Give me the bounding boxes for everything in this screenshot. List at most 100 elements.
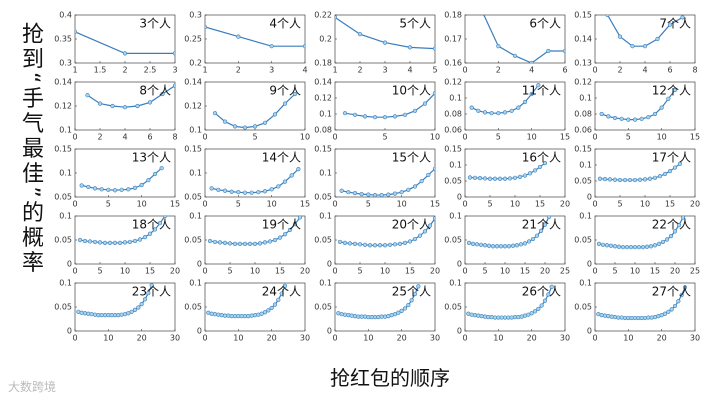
point bbox=[546, 216, 552, 220]
point bbox=[542, 222, 548, 227]
point bbox=[607, 177, 613, 182]
point bbox=[676, 223, 682, 228]
y-tick-label: 0.1 bbox=[449, 94, 462, 103]
x-tick-label: 4 bbox=[642, 66, 647, 75]
point bbox=[237, 241, 243, 246]
plot-frame bbox=[334, 81, 436, 131]
x-tick-label: 30 bbox=[560, 334, 570, 343]
point bbox=[262, 310, 268, 315]
point bbox=[252, 313, 258, 318]
point bbox=[466, 240, 472, 245]
x-tick-label: 0 bbox=[202, 200, 207, 209]
point bbox=[412, 291, 418, 297]
point bbox=[236, 34, 241, 39]
point bbox=[427, 223, 433, 228]
plot-frame bbox=[464, 148, 566, 198]
x-tick-label: 2 bbox=[236, 66, 241, 75]
point bbox=[302, 44, 305, 49]
x-tick-label: 0 bbox=[462, 334, 467, 343]
point bbox=[79, 183, 84, 188]
y-tick-label: 0.14 bbox=[574, 35, 592, 44]
point bbox=[349, 313, 354, 318]
point bbox=[469, 312, 474, 317]
plot-area bbox=[85, 83, 175, 110]
point bbox=[612, 115, 618, 121]
point bbox=[262, 120, 268, 125]
point bbox=[147, 231, 153, 236]
x-tick-label: 2 bbox=[496, 66, 501, 75]
x-tick-label: 0 bbox=[592, 66, 597, 75]
point bbox=[92, 186, 98, 191]
x-tick-label: 15 bbox=[690, 133, 700, 142]
y-tick-label: 0 bbox=[587, 260, 592, 269]
x-tick-label: 0 bbox=[332, 200, 337, 209]
x-tick-label: 20 bbox=[170, 267, 180, 276]
point bbox=[116, 313, 121, 318]
point bbox=[262, 189, 268, 194]
x-tick-label: 5 bbox=[487, 200, 492, 209]
y-tick-label: 0.14 bbox=[54, 78, 72, 87]
point bbox=[676, 299, 681, 304]
point bbox=[162, 216, 168, 219]
point bbox=[642, 44, 648, 49]
point bbox=[672, 165, 678, 170]
y-tick-label: 0.1 bbox=[189, 212, 202, 221]
x-tick-label: 10 bbox=[623, 334, 633, 343]
panel-title: 12个人 bbox=[652, 84, 691, 98]
x-tick-label: 5 bbox=[432, 66, 437, 75]
y-tick-label: 0.15 bbox=[314, 145, 332, 154]
point bbox=[112, 188, 118, 193]
point bbox=[282, 232, 288, 237]
y-tick-label: 0.16 bbox=[444, 59, 462, 68]
point bbox=[522, 173, 528, 178]
point bbox=[474, 242, 480, 247]
point bbox=[546, 48, 551, 54]
point bbox=[292, 91, 298, 97]
point bbox=[662, 311, 668, 316]
y-tick-label: 0.1 bbox=[189, 279, 202, 288]
point bbox=[342, 312, 348, 317]
point bbox=[422, 101, 428, 106]
point bbox=[382, 40, 388, 45]
point bbox=[487, 176, 493, 181]
point bbox=[376, 314, 381, 320]
panel: 0 5 10 15 0.05 0.1 0.15 15个人 bbox=[314, 145, 440, 209]
y-tick-label: 0.15 bbox=[444, 145, 462, 154]
plot-area bbox=[467, 160, 548, 181]
point bbox=[85, 93, 90, 98]
x-tick-label: 15 bbox=[170, 200, 180, 209]
x-tick-label: 0 bbox=[592, 200, 597, 209]
y-tick-label: 0.05 bbox=[574, 303, 592, 312]
x-tick-label: 1.5 bbox=[94, 66, 107, 75]
point bbox=[672, 87, 678, 93]
x-tick-label: 20 bbox=[657, 334, 667, 343]
panel: 0 5 10 15 20 0 0.05 0.1 18个人 bbox=[54, 212, 180, 276]
y-tick-label: 0 bbox=[327, 327, 332, 336]
x-tick-label: 5 bbox=[612, 267, 617, 276]
point bbox=[656, 241, 662, 246]
point bbox=[352, 314, 358, 319]
plot-area bbox=[466, 284, 554, 320]
point bbox=[79, 310, 84, 315]
plot-area bbox=[469, 83, 541, 116]
panel: 0 10 20 30 0 0.05 0.1 26个人 bbox=[444, 279, 570, 343]
point bbox=[256, 190, 261, 195]
x-tick-label: 0 bbox=[72, 334, 77, 343]
point bbox=[509, 315, 514, 320]
y-tick-label: 0.12 bbox=[574, 78, 592, 87]
y-tick-label: 0.1 bbox=[319, 169, 332, 178]
y-tick-label: 0.1 bbox=[449, 212, 462, 221]
point bbox=[252, 124, 258, 129]
y-tick-label: 0 bbox=[587, 327, 592, 336]
y-tick-label: 0.1 bbox=[579, 94, 592, 103]
y-tick-label: 0.05 bbox=[574, 236, 592, 245]
panel-title: 14个人 bbox=[262, 151, 301, 165]
x-tick-label: 30 bbox=[690, 334, 700, 343]
point bbox=[597, 176, 603, 181]
x-tick-label: 0 bbox=[202, 133, 207, 142]
point bbox=[392, 191, 398, 196]
point bbox=[677, 161, 683, 166]
point bbox=[346, 313, 351, 318]
y-tick-label: 0.05 bbox=[574, 177, 592, 186]
